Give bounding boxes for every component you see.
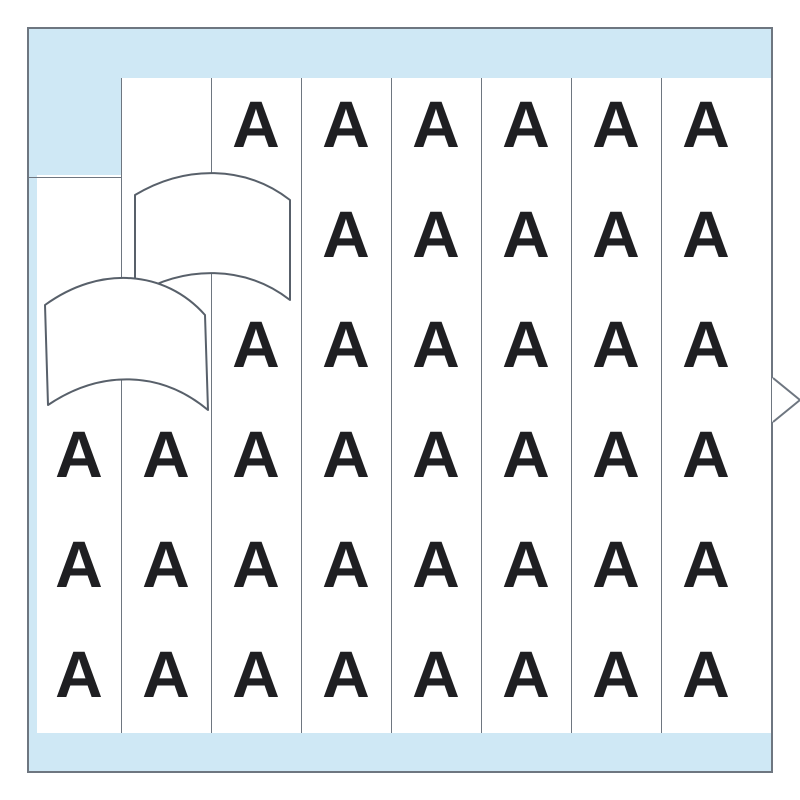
label-letter: A: [496, 201, 555, 267]
label-letter: A: [316, 531, 375, 597]
label-letter: A: [316, 201, 375, 267]
label-letter: A: [676, 311, 735, 377]
label-letter: A: [226, 641, 285, 707]
label-letter: A: [496, 311, 555, 377]
label-letter: A: [496, 531, 555, 597]
label-letter: A: [316, 421, 375, 487]
label-letter: A: [676, 201, 735, 267]
label-letter: A: [226, 91, 285, 157]
letter-grid: AAAAAAAAAAAAAAAAAAAAAAAAAAAAAAAAAAAAAAAA…: [0, 0, 800, 800]
label-letter: A: [136, 641, 195, 707]
label-letter: A: [136, 531, 195, 597]
label-letter: A: [406, 531, 465, 597]
label-letter: A: [406, 201, 465, 267]
label-letter: A: [586, 201, 645, 267]
label-letter: A: [316, 311, 375, 377]
label-letter: A: [406, 641, 465, 707]
label-letter: A: [316, 91, 375, 157]
label-letter: A: [136, 421, 195, 487]
label-letter: A: [586, 531, 645, 597]
label-letter: A: [406, 91, 465, 157]
label-letter: A: [49, 531, 108, 597]
label-letter: A: [586, 641, 645, 707]
label-letter: A: [49, 641, 108, 707]
label-letter: A: [226, 311, 285, 377]
label-letter: A: [406, 421, 465, 487]
label-letter: A: [586, 311, 645, 377]
label-letter: A: [226, 531, 285, 597]
label-letter: A: [49, 421, 108, 487]
label-letter: A: [676, 531, 735, 597]
label-letter: A: [226, 201, 285, 267]
stage: AAAAAAAAAAAAAAAAAAAAAAAAAAAAAAAAAAAAAAAA…: [0, 0, 800, 800]
label-letter: A: [586, 91, 645, 157]
label-letter: A: [316, 641, 375, 707]
label-letter: A: [226, 421, 285, 487]
label-letter: A: [496, 421, 555, 487]
label-letter: A: [586, 421, 645, 487]
label-letter: A: [676, 91, 735, 157]
label-letter: A: [406, 311, 465, 377]
label-letter: A: [496, 641, 555, 707]
label-letter: A: [496, 91, 555, 157]
label-letter: A: [676, 421, 735, 487]
label-letter: A: [676, 641, 735, 707]
